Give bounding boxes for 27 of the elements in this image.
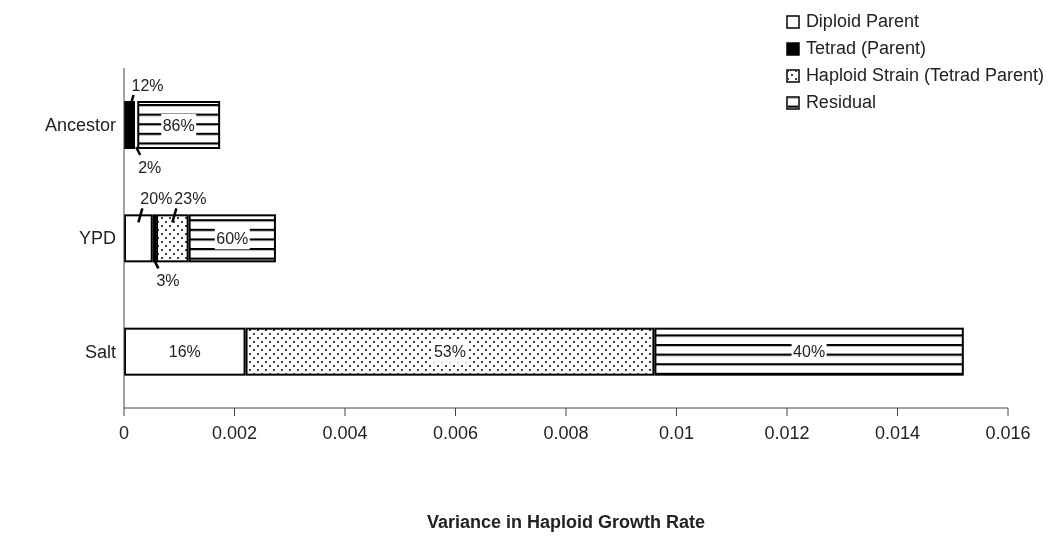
annotation: 3% [156, 271, 180, 289]
x-tick-label: 0 [118, 422, 130, 443]
x-axis-title: Variance in Haploid Growth Rate [425, 512, 707, 533]
annotation: 20% [140, 189, 173, 207]
x-tick-label: 0.016 [985, 422, 1031, 443]
x-tick-label: 0.002 [211, 422, 258, 443]
legend-label: Tetrad (Parent) [805, 38, 926, 59]
annotation: 53% [433, 343, 466, 361]
annotation: 12% [131, 76, 164, 94]
annotation: 23% [174, 189, 207, 207]
y-tick-label: Ancestor [44, 115, 116, 136]
x-tick-label: 0.008 [543, 422, 589, 443]
y-tick-label: YPD [78, 228, 116, 249]
legend-label: Haploid Strain (Tetrad Parent) [805, 65, 1044, 86]
annotation: 40% [793, 343, 826, 361]
x-tick-label: 0.014 [874, 422, 921, 443]
annotation: 16% [168, 343, 201, 361]
y-tick-label: Salt [84, 341, 116, 362]
annotation: 60% [216, 229, 249, 247]
x-tick-label: 0.01 [658, 422, 695, 443]
x-tick-label: 0.006 [432, 422, 479, 443]
x-tick-label: 0.004 [322, 422, 368, 443]
annotation: 2% [138, 158, 162, 176]
x-tick-label: 0.012 [764, 422, 810, 443]
annotation: 86% [162, 116, 195, 134]
legend-label: Diploid Parent [805, 11, 919, 32]
legend-label: Residual [805, 92, 876, 113]
